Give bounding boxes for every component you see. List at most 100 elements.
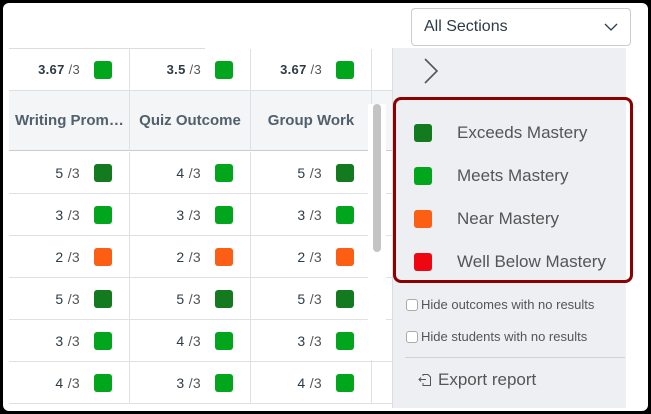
score-value: 5 /3 [55, 165, 80, 181]
score-value: 4 /3 [297, 375, 322, 391]
score-cell[interactable]: 5 /3 [9, 152, 130, 194]
mastery-indicator [336, 163, 354, 182]
score-cell[interactable]: 3 /3 [9, 194, 130, 236]
mastery-indicator [336, 373, 354, 392]
checkbox-label: Hide outcomes with no results [421, 297, 595, 312]
checkbox-box[interactable] [406, 298, 418, 311]
student-row: 5 /3 5 /3 5 /3 [9, 278, 394, 320]
mastery-indicator [336, 331, 354, 350]
score: 2 [176, 248, 185, 265]
max-score: /3 [67, 206, 80, 223]
score: 5 [176, 290, 185, 307]
mastery-indicator [215, 373, 233, 392]
score: 4 [176, 164, 185, 181]
score: 3 [176, 206, 185, 223]
score-value: 5 /3 [297, 291, 322, 307]
checkbox-box[interactable] [406, 330, 418, 343]
section-select[interactable]: All Sections [411, 8, 631, 46]
legend-item-exceeds: Exceeds Mastery [414, 123, 587, 143]
max-score: /3 [309, 290, 322, 307]
side-panel [392, 48, 626, 408]
legend-item-meets: Meets Mastery [414, 166, 568, 186]
score-cell[interactable]: 2 /3 [9, 236, 130, 278]
score-cell[interactable]: 4 /3 [9, 362, 130, 404]
max-score: /3 [188, 206, 201, 223]
score-value: 3 /3 [55, 207, 80, 223]
mastery-indicator [94, 163, 112, 182]
column-header-writing-prompt[interactable]: Writing Prom… [9, 91, 130, 151]
score-cell[interactable]: 3 /3 [251, 320, 372, 362]
average-score: 3.67 [38, 62, 65, 77]
score-value: 3 /3 [297, 207, 322, 223]
mastery-indicator [215, 163, 233, 182]
score-cell[interactable]: 5 /3 [130, 278, 251, 320]
hide-outcomes-checkbox[interactable]: Hide outcomes with no results [406, 297, 594, 312]
average-score: 3.67 [280, 62, 307, 77]
mastery-indicator [336, 247, 354, 266]
legend-label: Exceeds Mastery [457, 123, 588, 142]
mastery-indicator [94, 205, 112, 224]
max-score: /3 [188, 290, 201, 307]
export-icon [418, 374, 431, 386]
score-value: 5 /3 [55, 291, 80, 307]
mastery-indicator [215, 331, 233, 350]
score-cell[interactable]: 3 /3 [130, 362, 251, 404]
max-score: /3 [188, 164, 201, 181]
score-cell[interactable]: 5 /3 [251, 278, 372, 320]
score-cell[interactable]: 3 /3 [251, 194, 372, 236]
score-cell[interactable]: 4 /3 [130, 320, 251, 362]
max-score: /3 [189, 62, 201, 77]
score-cell[interactable]: 4 /3 [251, 362, 372, 404]
score-cell[interactable]: 2 /3 [251, 236, 372, 278]
score: 5 [297, 164, 306, 181]
score: 5 [55, 164, 64, 181]
export-report-button[interactable]: Export report [418, 370, 536, 390]
score: 2 [297, 248, 306, 265]
score: 3 [55, 206, 64, 223]
mastery-indicator [336, 289, 354, 308]
score-value: 2 /3 [297, 249, 322, 265]
score-value: 5 /3 [297, 165, 322, 181]
max-score: /3 [310, 62, 322, 77]
score-cell[interactable]: 5 /3 [9, 278, 130, 320]
mastery-indicator [336, 205, 354, 224]
score-value: 2 /3 [176, 249, 201, 265]
score-cell[interactable]: 2 /3 [130, 236, 251, 278]
export-report-label: Export report [438, 370, 537, 389]
mastery-indicator [215, 205, 233, 224]
score-value: 4 /3 [176, 165, 201, 181]
score-value: 4 /3 [55, 375, 80, 391]
exceeds-mastery-swatch [414, 124, 432, 142]
mastery-indicator [94, 247, 112, 266]
max-score: /3 [67, 164, 80, 181]
legend-item-well-below: Well Below Mastery [414, 252, 606, 272]
score-cell[interactable]: 4 /3 [130, 152, 251, 194]
near-mastery-swatch [414, 210, 432, 228]
panel-divider [405, 357, 625, 358]
max-score: /3 [309, 374, 322, 391]
spacer-cell [372, 362, 394, 404]
column-header-quiz-outcome[interactable]: Quiz Outcome [130, 91, 251, 151]
chevron-right-icon[interactable] [421, 57, 441, 85]
scrollbar-thumb[interactable] [373, 104, 381, 252]
score: 3 [55, 332, 64, 349]
hide-students-checkbox[interactable]: Hide students with no results [406, 329, 587, 344]
max-score: /3 [67, 248, 80, 265]
mastery-indicator [94, 331, 112, 350]
score-value: 3 /3 [55, 333, 80, 349]
grid-top-border [9, 48, 205, 49]
column-header-group-work[interactable]: Group Work [251, 91, 372, 151]
score-cell[interactable]: 3 /3 [9, 320, 130, 362]
student-row: 2 /3 2 /3 2 /3 [9, 236, 394, 278]
score: 3 [297, 332, 306, 349]
section-select-value: All Sections [424, 18, 508, 35]
score-cell[interactable]: 3 /3 [130, 194, 251, 236]
score: 3 [297, 206, 306, 223]
checkbox-label: Hide students with no results [421, 329, 588, 344]
well-below-mastery-swatch [414, 253, 432, 271]
mastery-indicator [336, 60, 354, 79]
score-cell[interactable]: 5 /3 [251, 152, 372, 194]
outcomes-grid: 3.67 /3 3.5 /3 3.67 /3 Writing Prom… Qui… [9, 48, 395, 408]
score: 3 [176, 374, 185, 391]
score: 4 [55, 374, 64, 391]
